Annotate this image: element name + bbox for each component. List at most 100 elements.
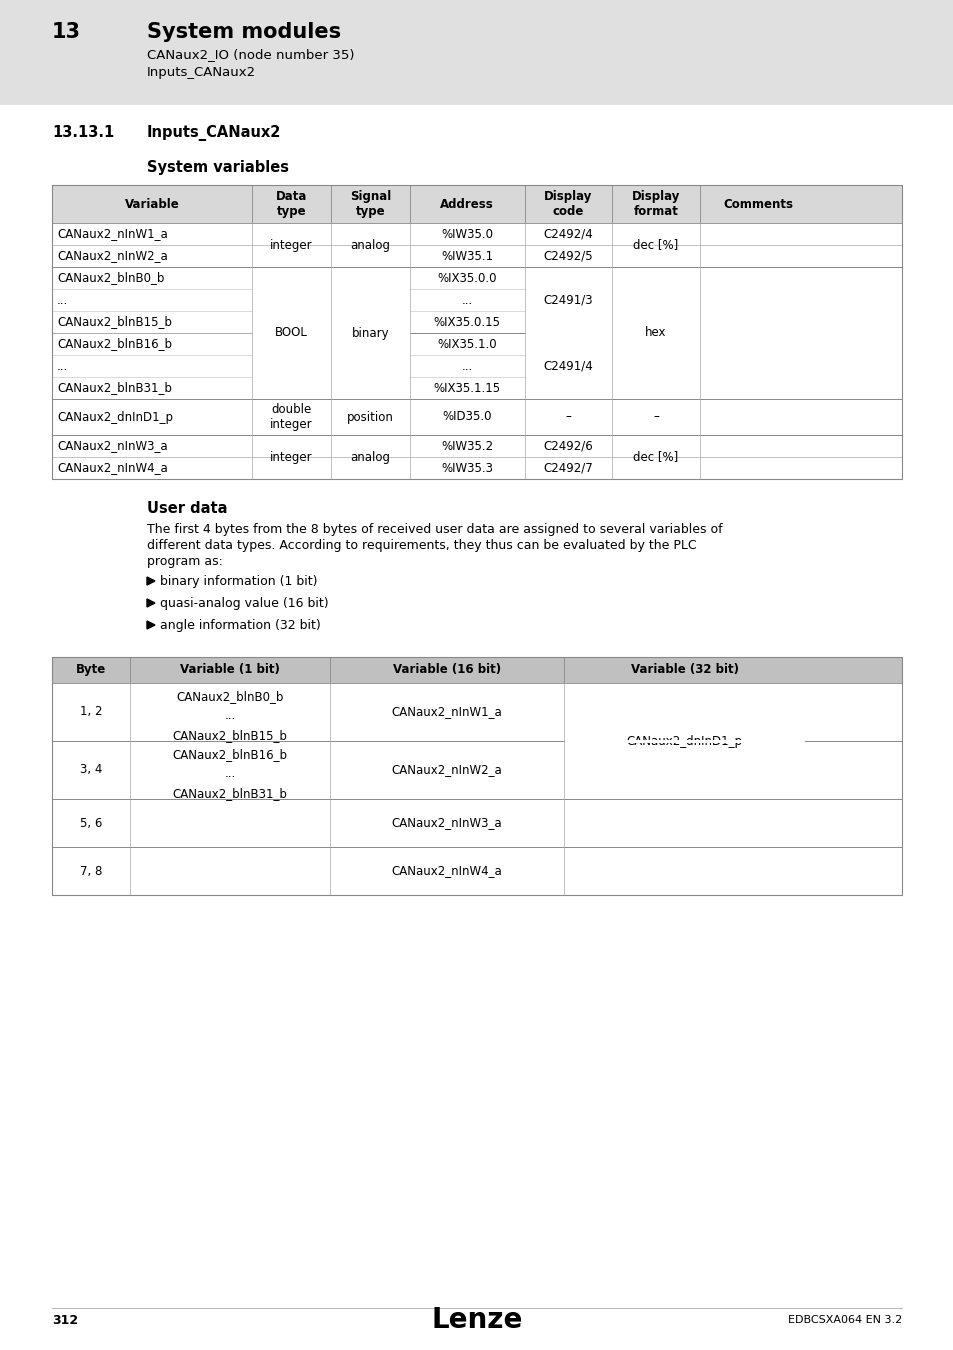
Text: integer: integer — [270, 451, 313, 463]
Text: 7, 8: 7, 8 — [80, 864, 102, 878]
Bar — [52, 400, 901, 435]
Bar — [52, 185, 901, 479]
Text: System modules: System modules — [147, 22, 341, 42]
Text: CANaux2_blnB31_b: CANaux2_blnB31_b — [57, 382, 172, 394]
Text: analog: analog — [350, 451, 390, 463]
Text: CANaux2_blnB15_b: CANaux2_blnB15_b — [172, 729, 287, 741]
Text: C2492/7: C2492/7 — [543, 462, 593, 474]
Bar — [52, 267, 901, 400]
Text: CANaux2_dnInD1_p: CANaux2_dnInD1_p — [57, 410, 172, 424]
Text: Variable (32 bit): Variable (32 bit) — [630, 663, 738, 676]
Text: Address: Address — [440, 197, 494, 211]
Text: CANaux2_nInW1_a: CANaux2_nInW1_a — [391, 706, 501, 718]
Bar — [52, 185, 901, 223]
Text: ...: ... — [461, 293, 473, 306]
Text: %IX35.1.0: %IX35.1.0 — [437, 338, 497, 351]
Text: Comments: Comments — [722, 197, 793, 211]
Text: Inputs_CANaux2: Inputs_CANaux2 — [147, 126, 281, 140]
Text: double
integer: double integer — [270, 404, 313, 431]
Text: Variable (16 bit): Variable (16 bit) — [393, 663, 500, 676]
Text: Display
format: Display format — [631, 190, 679, 217]
Text: binary information (1 bit): binary information (1 bit) — [160, 575, 317, 587]
Text: CANaux2_nInW2_a: CANaux2_nInW2_a — [391, 764, 501, 776]
Text: Display
code: Display code — [543, 190, 592, 217]
Text: CANaux2_blnB15_b: CANaux2_blnB15_b — [57, 316, 172, 328]
Text: %IW35.1: %IW35.1 — [440, 250, 493, 262]
Text: 5, 6: 5, 6 — [80, 817, 102, 829]
Text: CANaux2_nInW2_a: CANaux2_nInW2_a — [57, 250, 168, 262]
Polygon shape — [147, 576, 154, 585]
Bar — [52, 223, 901, 267]
Text: EDBCSXA064 EN 3.2: EDBCSXA064 EN 3.2 — [787, 1315, 901, 1324]
Bar — [52, 657, 901, 895]
Text: integer: integer — [270, 239, 313, 251]
Text: 312: 312 — [52, 1314, 78, 1327]
Text: The first 4 bytes from the 8 bytes of received user data are assigned to several: The first 4 bytes from the 8 bytes of re… — [147, 522, 721, 536]
Bar — [52, 657, 901, 683]
Text: %IX35.1.15: %IX35.1.15 — [434, 382, 500, 394]
Text: CANaux2_nInW1_a: CANaux2_nInW1_a — [57, 228, 168, 240]
Text: angle information (32 bit): angle information (32 bit) — [160, 618, 320, 632]
Text: CANaux2_blnB0_b: CANaux2_blnB0_b — [57, 271, 164, 285]
Text: Lenze: Lenze — [431, 1305, 522, 1334]
Text: ...: ... — [224, 767, 235, 780]
Text: Variable (1 bit): Variable (1 bit) — [180, 663, 280, 676]
Text: System variables: System variables — [147, 161, 289, 176]
Text: %IW35.2: %IW35.2 — [440, 440, 493, 452]
Text: %IW35.3: %IW35.3 — [440, 462, 493, 474]
Text: 3, 4: 3, 4 — [80, 764, 102, 776]
Bar — [52, 846, 901, 895]
Text: CANaux2_blnB16_b: CANaux2_blnB16_b — [172, 748, 287, 761]
Bar — [0, 0, 953, 105]
Text: –: – — [652, 410, 659, 424]
Text: Signal
type: Signal type — [350, 190, 391, 217]
Text: Byte: Byte — [76, 663, 106, 676]
Text: Data
type: Data type — [275, 190, 307, 217]
Bar — [52, 435, 901, 479]
Text: position: position — [347, 410, 394, 424]
Polygon shape — [147, 621, 154, 629]
Text: %IX35.0.15: %IX35.0.15 — [434, 316, 500, 328]
Text: ...: ... — [224, 709, 235, 722]
Bar — [564, 740, 804, 743]
Text: ...: ... — [57, 359, 69, 373]
Text: %ID35.0: %ID35.0 — [442, 410, 492, 424]
Text: CANaux2_nInW4_a: CANaux2_nInW4_a — [57, 462, 168, 474]
Text: –: – — [565, 410, 571, 424]
Text: 1, 2: 1, 2 — [80, 706, 102, 718]
Text: CANaux2_nInW4_a: CANaux2_nInW4_a — [391, 864, 501, 878]
Text: dec [%]: dec [%] — [633, 451, 678, 463]
Text: CANaux2_blnB0_b: CANaux2_blnB0_b — [176, 690, 283, 703]
Polygon shape — [147, 599, 154, 608]
Text: CANaux2_nInW3_a: CANaux2_nInW3_a — [391, 817, 501, 829]
Text: hex: hex — [644, 327, 666, 339]
Text: C2491/4: C2491/4 — [543, 359, 593, 373]
Text: CANaux2_blnB31_b: CANaux2_blnB31_b — [172, 787, 287, 799]
Bar — [52, 799, 901, 846]
Text: CANaux2_dnInD1_p: CANaux2_dnInD1_p — [626, 734, 742, 748]
Text: binary: binary — [351, 327, 389, 339]
Text: C2492/4: C2492/4 — [543, 228, 593, 240]
Bar — [52, 683, 901, 741]
Text: Variable: Variable — [125, 197, 179, 211]
Text: CANaux2_blnB16_b: CANaux2_blnB16_b — [57, 338, 172, 351]
Text: %IW35.0: %IW35.0 — [440, 228, 493, 240]
Bar — [52, 741, 901, 799]
Text: C2491/3: C2491/3 — [543, 293, 593, 306]
Text: CANaux2_IO (node number 35): CANaux2_IO (node number 35) — [147, 49, 355, 61]
Text: %IX35.0.0: %IX35.0.0 — [437, 271, 497, 285]
Text: C2492/5: C2492/5 — [543, 250, 593, 262]
Text: ...: ... — [57, 293, 69, 306]
Text: quasi-analog value (16 bit): quasi-analog value (16 bit) — [160, 597, 328, 609]
Text: C2492/6: C2492/6 — [543, 440, 593, 452]
Text: dec [%]: dec [%] — [633, 239, 678, 251]
Text: program as:: program as: — [147, 555, 223, 568]
Text: 13.13.1: 13.13.1 — [52, 126, 114, 140]
Text: User data: User data — [147, 501, 227, 516]
Text: ...: ... — [461, 359, 473, 373]
Text: Inputs_CANaux2: Inputs_CANaux2 — [147, 66, 255, 80]
Text: BOOL: BOOL — [274, 327, 308, 339]
Text: CANaux2_nInW3_a: CANaux2_nInW3_a — [57, 440, 168, 452]
Text: analog: analog — [350, 239, 390, 251]
Text: 13: 13 — [52, 22, 81, 42]
